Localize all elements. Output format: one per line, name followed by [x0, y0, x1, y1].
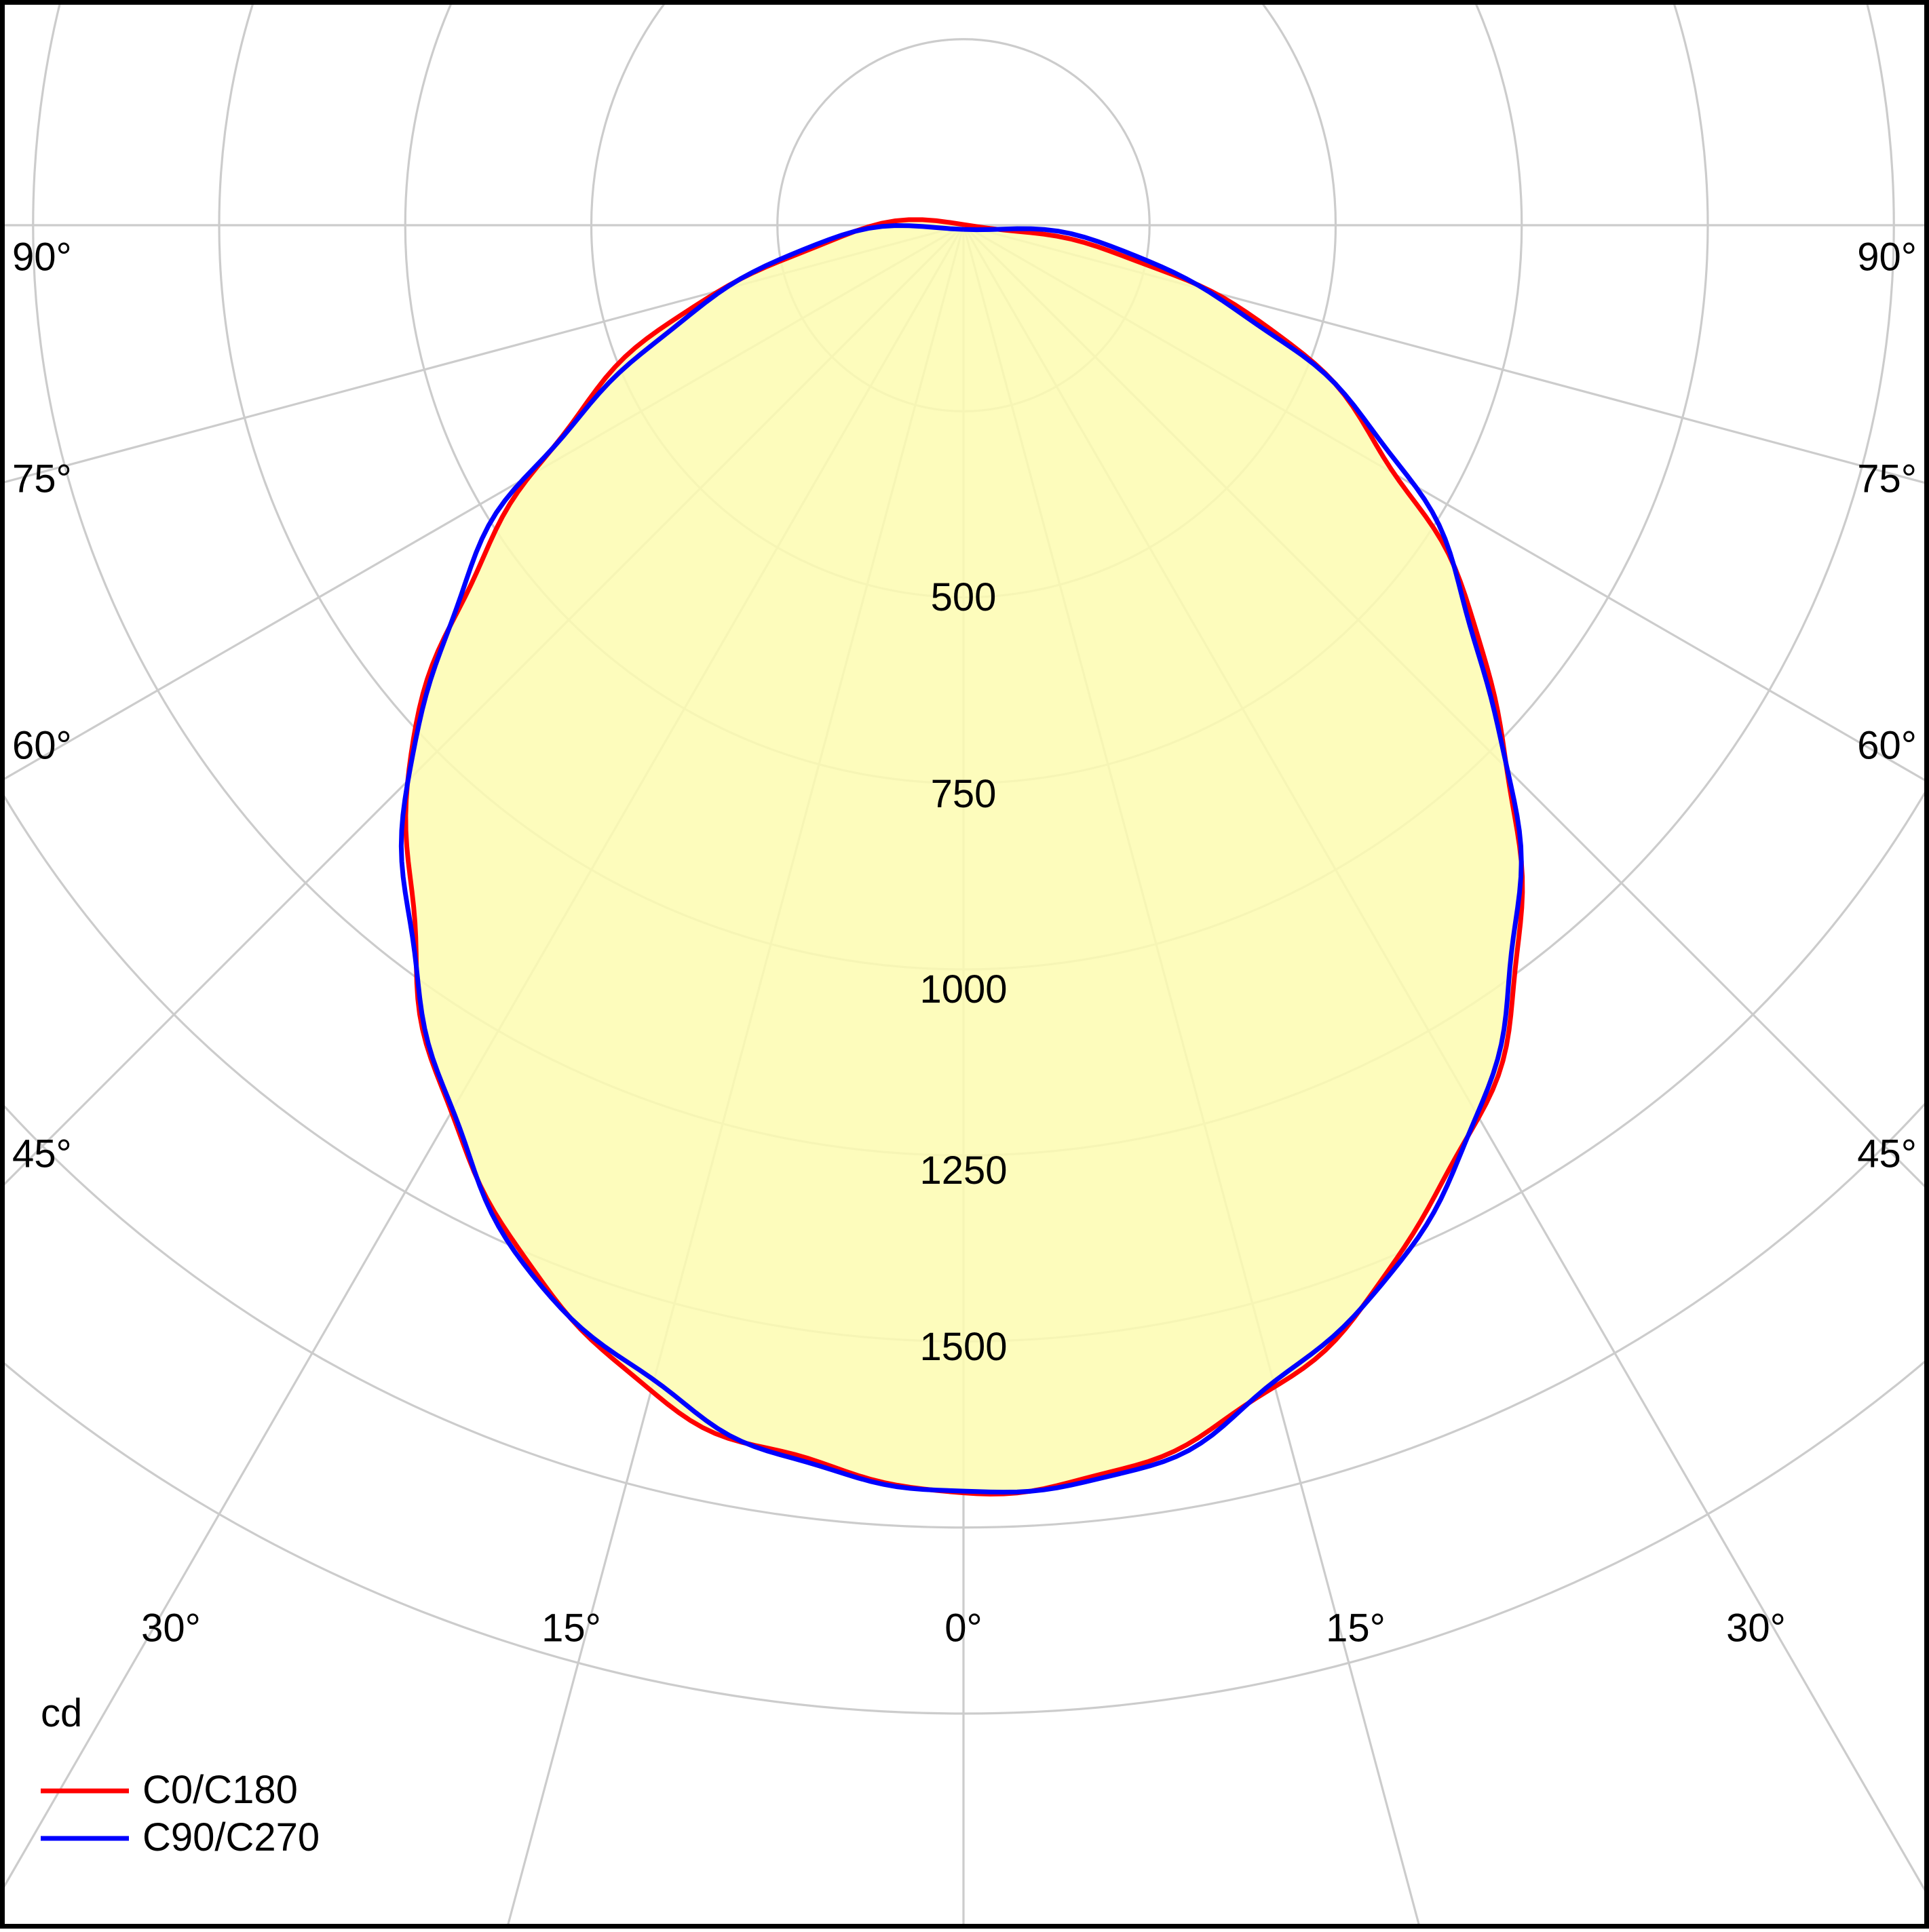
svg-text:90°: 90°	[1857, 235, 1917, 279]
svg-text:0°: 0°	[944, 1606, 982, 1650]
svg-text:45°: 45°	[1857, 1132, 1917, 1176]
svg-text:15°: 15°	[541, 1606, 601, 1650]
svg-text:750: 750	[931, 772, 997, 816]
svg-text:500: 500	[931, 575, 997, 619]
svg-text:C90/C270: C90/C270	[142, 1815, 320, 1859]
svg-text:90°: 90°	[12, 235, 72, 279]
svg-text:60°: 60°	[1857, 723, 1917, 767]
svg-text:45°: 45°	[12, 1132, 72, 1176]
svg-text:C0/C180: C0/C180	[142, 1768, 298, 1812]
svg-text:15°: 15°	[1326, 1606, 1386, 1650]
svg-text:30°: 30°	[1726, 1606, 1786, 1650]
svg-text:60°: 60°	[12, 723, 72, 767]
svg-text:cd: cd	[41, 1691, 82, 1735]
svg-text:1250: 1250	[919, 1148, 1007, 1193]
svg-text:75°: 75°	[12, 457, 72, 501]
svg-text:30°: 30°	[141, 1606, 201, 1650]
svg-text:1500: 1500	[919, 1325, 1007, 1369]
svg-text:1000: 1000	[919, 967, 1007, 1011]
svg-text:75°: 75°	[1857, 457, 1917, 501]
